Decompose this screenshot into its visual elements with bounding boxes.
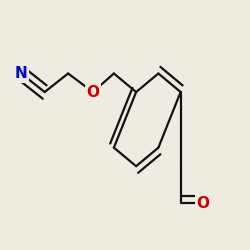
Text: O: O (196, 196, 209, 211)
Text: O: O (86, 84, 99, 100)
Text: N: N (15, 66, 28, 81)
